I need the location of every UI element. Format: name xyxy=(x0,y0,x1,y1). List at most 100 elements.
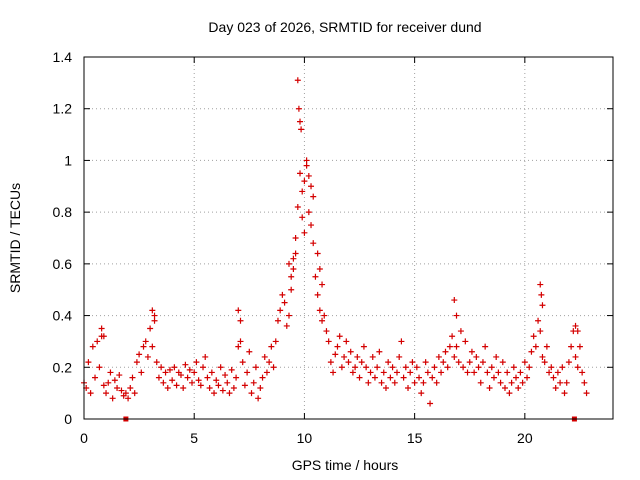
y-tick-label: 0.4 xyxy=(53,308,73,324)
data-point xyxy=(554,369,561,376)
data-point xyxy=(568,343,575,350)
data-point xyxy=(98,325,105,332)
data-point xyxy=(479,359,486,366)
plot-frame xyxy=(83,56,614,420)
data-point xyxy=(111,377,118,384)
data-point xyxy=(482,343,489,350)
data-point xyxy=(184,374,191,381)
x-tick-label: 10 xyxy=(297,430,313,446)
data-point xyxy=(559,364,566,371)
x-tick-label: 5 xyxy=(190,430,198,446)
data-point xyxy=(294,203,301,210)
data-point xyxy=(162,369,169,376)
data-point xyxy=(266,359,273,366)
data-point xyxy=(237,317,244,324)
data-point xyxy=(87,390,94,397)
data-point xyxy=(471,369,478,376)
data-point xyxy=(400,374,407,381)
data-point xyxy=(235,307,242,314)
data-point xyxy=(360,343,367,350)
data-point xyxy=(338,364,345,371)
data-point xyxy=(292,250,299,257)
data-point xyxy=(422,359,429,366)
y-tick-label: 0.8 xyxy=(53,204,73,220)
y-tick-label: 1.2 xyxy=(53,101,73,117)
data-point xyxy=(100,382,107,389)
data-point xyxy=(453,312,460,319)
data-point xyxy=(314,250,321,257)
data-point xyxy=(420,379,427,386)
data-points xyxy=(81,77,590,422)
data-point xyxy=(272,338,279,345)
x-tick-label: 15 xyxy=(407,430,423,446)
data-point xyxy=(495,369,502,376)
y-axis-ticks: 0 0.2 0.4 0.6 0.8 1 1.2 1.4 xyxy=(53,49,613,427)
data-point xyxy=(321,312,328,319)
data-point xyxy=(142,338,149,345)
data-point xyxy=(538,291,545,298)
data-point xyxy=(356,374,363,381)
data-point xyxy=(316,266,323,273)
data-point xyxy=(464,369,471,376)
data-point xyxy=(444,364,451,371)
data-point xyxy=(563,379,570,386)
data-point xyxy=(114,384,121,391)
data-point xyxy=(374,364,381,371)
data-point xyxy=(462,338,469,345)
data-point xyxy=(506,390,513,397)
data-point xyxy=(521,359,528,366)
data-point xyxy=(572,353,579,360)
data-point xyxy=(517,369,524,376)
data-point xyxy=(453,343,460,350)
data-point xyxy=(358,359,365,366)
data-point xyxy=(222,372,229,379)
data-point xyxy=(398,338,405,345)
data-point xyxy=(125,395,132,402)
data-point xyxy=(387,374,394,381)
data-point xyxy=(297,170,304,177)
data-point xyxy=(211,390,218,397)
data-point xyxy=(576,343,583,350)
data-point xyxy=(290,255,297,262)
data-point xyxy=(537,281,544,288)
data-point xyxy=(369,353,376,360)
data-point xyxy=(341,353,348,360)
data-point xyxy=(206,384,213,391)
data-point xyxy=(259,374,266,381)
data-point xyxy=(530,333,537,340)
data-point xyxy=(574,328,581,335)
data-point xyxy=(504,369,511,376)
data-point xyxy=(429,374,436,381)
data-point xyxy=(466,359,473,366)
data-point xyxy=(380,369,387,376)
data-point xyxy=(107,369,114,376)
data-point xyxy=(288,273,295,280)
data-point xyxy=(308,222,315,229)
data-point xyxy=(435,353,442,360)
data-point xyxy=(488,364,495,371)
data-point xyxy=(532,343,539,350)
data-point xyxy=(270,364,277,371)
data-point xyxy=(298,126,305,133)
data-point xyxy=(85,359,92,366)
data-point xyxy=(151,312,158,319)
y-tick-label: 0.6 xyxy=(53,256,73,272)
data-point xyxy=(279,291,286,298)
data-point xyxy=(149,307,156,314)
data-point xyxy=(246,348,253,355)
data-point xyxy=(191,369,198,376)
data-point xyxy=(305,209,312,216)
data-point xyxy=(189,379,196,386)
y-tick-label: 1.4 xyxy=(53,49,73,65)
data-point xyxy=(233,374,240,381)
data-point xyxy=(438,369,445,376)
data-point xyxy=(460,364,467,371)
data-point xyxy=(583,390,590,397)
data-point xyxy=(100,333,107,340)
data-point xyxy=(241,382,248,389)
data-point xyxy=(543,343,550,350)
data-point xyxy=(118,387,125,394)
data-point xyxy=(193,359,200,366)
data-point xyxy=(378,379,385,386)
data-point xyxy=(301,178,308,185)
